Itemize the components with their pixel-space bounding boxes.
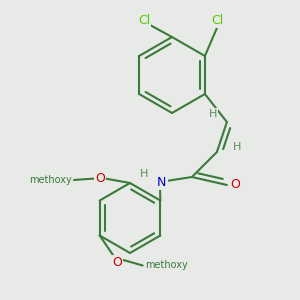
Text: Cl: Cl bbox=[211, 14, 223, 26]
Text: methoxy: methoxy bbox=[29, 175, 72, 185]
Text: O: O bbox=[230, 178, 240, 191]
Text: N: N bbox=[157, 176, 167, 188]
Text: H: H bbox=[209, 109, 217, 119]
Text: methoxy: methoxy bbox=[145, 260, 188, 271]
Text: Cl: Cl bbox=[138, 14, 150, 26]
Text: H: H bbox=[140, 169, 148, 179]
Text: H: H bbox=[233, 142, 241, 152]
Text: O: O bbox=[112, 256, 122, 269]
Text: O: O bbox=[95, 172, 105, 184]
